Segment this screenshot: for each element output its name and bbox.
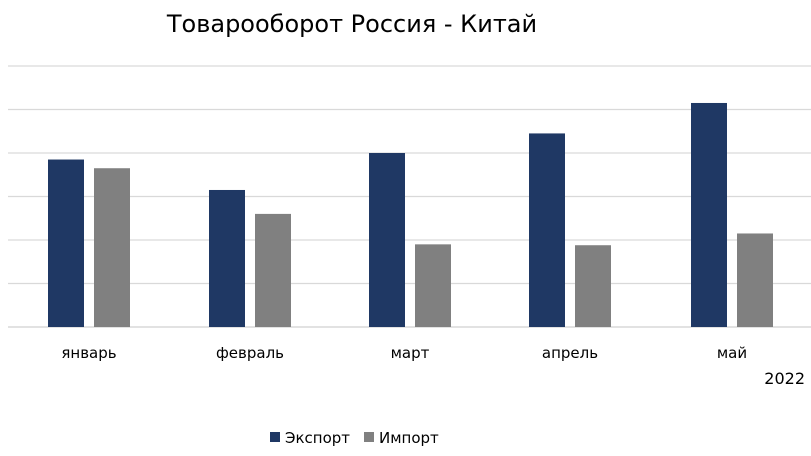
bar-export-2: [209, 189, 245, 327]
bar-import-1: [94, 168, 130, 327]
bars-group: [48, 102, 773, 327]
bar-import-3: [415, 244, 451, 327]
category-label: апрель: [542, 344, 598, 362]
legend-swatch-import: [364, 432, 374, 442]
bar-import-5: [737, 233, 773, 327]
x-axis-label: 2022: [764, 369, 805, 388]
bar-import-2: [255, 213, 291, 327]
gridlines: [8, 65, 811, 328]
category-label: май: [717, 344, 747, 362]
legend: Экспорт Импорт: [270, 429, 439, 447]
legend-swatch-export: [270, 432, 280, 442]
bar-export-4: [529, 133, 565, 327]
category-label: январь: [61, 344, 116, 362]
bar-export-1: [48, 159, 84, 327]
legend-label-import: Импорт: [379, 429, 439, 447]
legend-label-export: Экспорт: [285, 429, 350, 447]
bar-export-3: [369, 153, 405, 327]
category-labels: январь февраль март апрель май: [61, 344, 747, 362]
chart-title: Товарооборот Россия - Китай: [166, 10, 537, 38]
category-label: март: [391, 344, 430, 362]
bar-import-4: [575, 245, 611, 327]
category-label: февраль: [216, 344, 284, 362]
bar-export-5: [691, 102, 727, 327]
